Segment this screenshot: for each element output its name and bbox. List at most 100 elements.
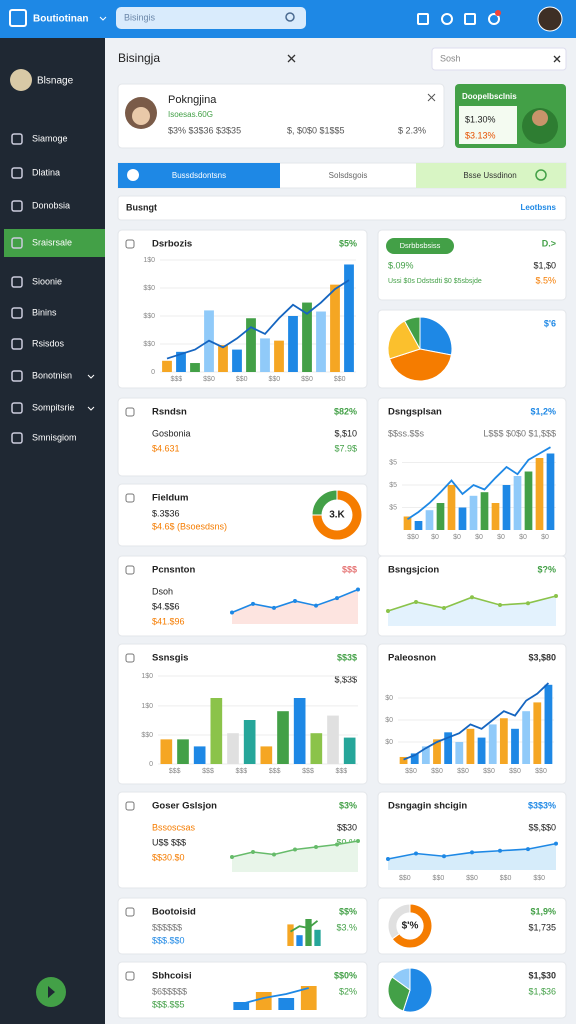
- notification-dot: [495, 10, 501, 16]
- top-icon[interactable]: [441, 13, 453, 25]
- filter-label: Busngt: [126, 202, 157, 212]
- x-tick-label: $$0: [500, 875, 512, 882]
- x-tick-label: $0: [541, 534, 549, 541]
- menu-item[interactable]: Rsisdos: [32, 338, 65, 348]
- x-tick-label: $$0: [509, 768, 521, 775]
- menu-icon: [11, 338, 23, 350]
- bar: [305, 919, 312, 946]
- trend-line: [407, 446, 551, 520]
- card-badge: $$%: [339, 906, 357, 916]
- point: [470, 850, 474, 855]
- x-tick-label: $$0: [203, 376, 215, 383]
- x-tick-label: $$$: [335, 768, 347, 775]
- bar: [535, 458, 544, 530]
- card-title: Rsndsn: [152, 407, 187, 418]
- x-tick-label: $$0: [433, 875, 445, 882]
- bar: [160, 739, 173, 764]
- point: [414, 600, 418, 604]
- tab-right[interactable]: [416, 163, 566, 188]
- card-text: $.5%: [535, 275, 556, 285]
- top-icon[interactable]: [488, 13, 500, 25]
- bar: [300, 986, 317, 1010]
- menu-item[interactable]: Siamoge: [32, 133, 68, 143]
- x-tick-label: $0: [431, 534, 439, 541]
- search-box[interactable]: [116, 7, 306, 29]
- x-tick-label: $$$: [169, 768, 181, 775]
- menu-item[interactable]: Sraisrsale: [32, 237, 72, 247]
- pie-slice: [388, 348, 453, 382]
- bar: [522, 711, 531, 764]
- filter-link[interactable]: Leotbsns: [520, 203, 556, 212]
- point: [356, 587, 360, 592]
- menu-icon: [11, 133, 23, 145]
- tab-label[interactable]: Bsse Ussdinon: [463, 171, 516, 180]
- tab-label[interactable]: Bussdsdontsns: [172, 171, 226, 180]
- card-text: Ussi $0s Ddstsdti $0 $5sbsjde: [388, 278, 482, 285]
- top-icon[interactable]: [464, 13, 476, 25]
- top-icon[interactable]: [417, 13, 429, 25]
- trend-line: [241, 987, 309, 1005]
- trend-line: [290, 920, 319, 933]
- profile-close[interactable]: [427, 93, 436, 102]
- point: [230, 855, 234, 859]
- x-tick-label: $0: [497, 534, 505, 541]
- x-tick-label: $$$: [269, 768, 281, 775]
- card-icon: [125, 239, 135, 249]
- point: [314, 603, 318, 608]
- card-icon: [125, 971, 135, 981]
- bar: [533, 702, 542, 764]
- area: [388, 596, 556, 626]
- menu-icon: [11, 276, 23, 288]
- menu-item[interactable]: Smnisgiom: [32, 432, 77, 442]
- card-title: Pcnsnton: [152, 565, 195, 576]
- bar: [499, 718, 508, 764]
- menu-item[interactable]: Binins: [32, 307, 57, 317]
- header-search-close[interactable]: [553, 55, 561, 63]
- y-tick-label: 0: [151, 369, 155, 376]
- y-tick-label: $5: [389, 459, 397, 466]
- profile-subtitle: Isoesas.60G: [168, 110, 213, 119]
- card-button[interactable]: [386, 238, 454, 254]
- x-tick-label: $$0: [466, 875, 478, 882]
- bar: [177, 739, 189, 764]
- card-badge: $3,$80: [528, 652, 556, 662]
- point: [554, 841, 558, 846]
- card-text: $1,$36: [528, 986, 556, 996]
- search-icon: [285, 12, 295, 22]
- bar: [190, 363, 200, 372]
- bar: [277, 711, 289, 764]
- card: [117, 229, 368, 389]
- bar: [425, 510, 434, 530]
- bar: [403, 516, 412, 530]
- point: [293, 599, 297, 603]
- menu-item[interactable]: Bonotnisn: [32, 370, 72, 380]
- card-text: $1,735: [528, 922, 556, 932]
- point: [251, 850, 255, 854]
- menu-item[interactable]: Donobsia: [32, 200, 70, 210]
- point: [414, 851, 418, 856]
- menu-item[interactable]: Dlatina: [32, 167, 60, 177]
- card-text: $2%: [339, 986, 357, 996]
- menu-item[interactable]: Sompitsrie: [32, 402, 75, 412]
- x-tick-label: $$0: [483, 768, 495, 775]
- menu-item[interactable]: Sioonie: [32, 276, 62, 286]
- point: [335, 596, 339, 601]
- point: [442, 854, 446, 859]
- tab-active[interactable]: [118, 163, 280, 188]
- point: [470, 595, 474, 600]
- card-button-label[interactable]: Dsrbbsbsiss: [400, 241, 441, 250]
- card-badge: $5%: [339, 238, 357, 248]
- bar: [511, 728, 519, 764]
- app-name[interactable]: Boutiotinan: [33, 14, 89, 25]
- point: [356, 839, 360, 843]
- search-text: Bisingis: [124, 12, 156, 22]
- close-icon[interactable]: [287, 54, 296, 63]
- profile-name: Pokngjina: [168, 94, 217, 106]
- header-search[interactable]: [431, 47, 567, 71]
- bar: [316, 311, 326, 372]
- tab-label[interactable]: Solsdsgois: [329, 171, 368, 180]
- x-tick-label: $0: [519, 534, 527, 541]
- bar: [233, 1002, 250, 1010]
- user-avatar[interactable]: [537, 6, 563, 32]
- y-tick-label: $$0: [143, 341, 155, 348]
